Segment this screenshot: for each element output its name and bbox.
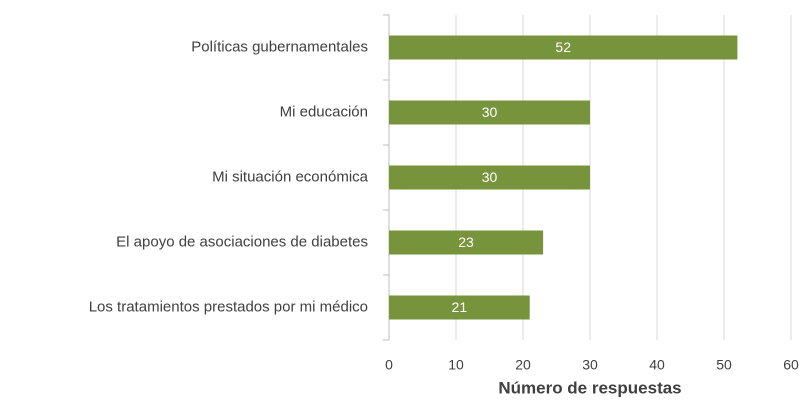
data-label: 30	[482, 169, 498, 185]
x-tick-label: 50	[716, 357, 732, 373]
x-tick-label: 60	[783, 357, 799, 373]
bar	[389, 165, 590, 190]
bar	[389, 35, 738, 60]
data-label: 21	[452, 299, 468, 315]
y-tick-label: Los tratamientos prestados por mi médico	[89, 298, 368, 315]
x-tick-label: 40	[649, 357, 665, 373]
y-tick-label: Mi educación	[280, 103, 368, 120]
data-label: 23	[458, 234, 474, 250]
x-axis-title: Número de respuestas	[498, 378, 681, 397]
data-label: 30	[482, 104, 498, 120]
bar	[389, 295, 530, 320]
bar	[389, 100, 590, 125]
x-tick-label: 30	[582, 357, 598, 373]
y-tick-label: Políticas gubernamentales	[191, 38, 368, 55]
y-tick-label: Mi situación económica	[212, 168, 369, 185]
data-label: 52	[555, 39, 571, 55]
x-tick-label: 20	[515, 357, 531, 373]
bar	[389, 230, 544, 255]
x-tick-label: 0	[385, 357, 393, 373]
y-tick-label: El apoyo de asociaciones de diabetes	[116, 233, 368, 250]
x-tick-label: 10	[448, 357, 464, 373]
